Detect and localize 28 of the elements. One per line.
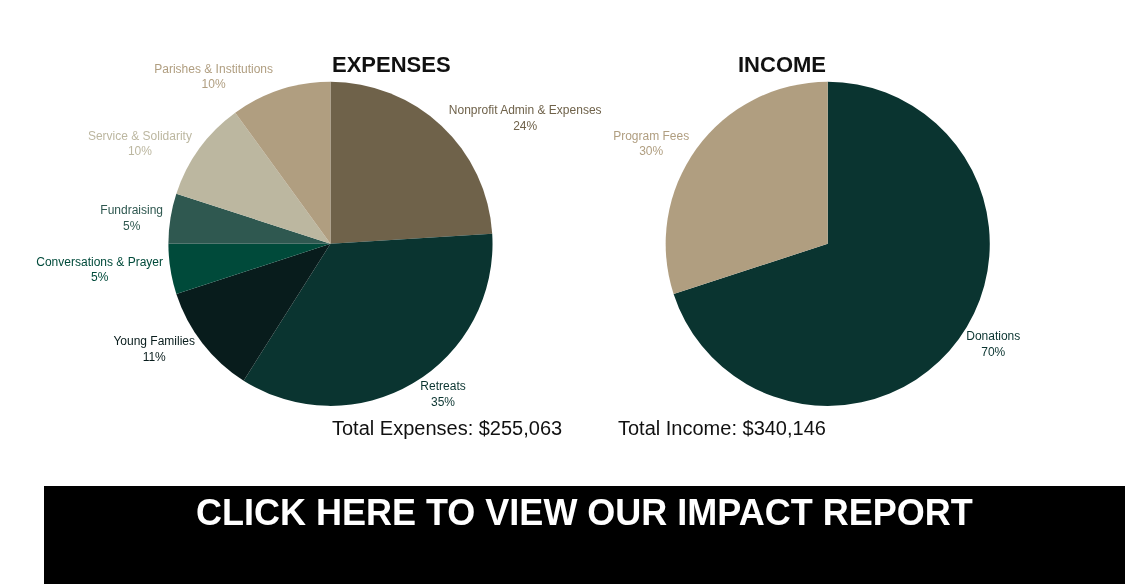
slice-label: Donations: [966, 329, 1021, 344]
pie-slice: [168, 243, 331, 294]
slice-label: Young Families: [113, 333, 196, 348]
chart-title: INCOME: [738, 52, 826, 77]
slice-label: Program Fees: [613, 128, 690, 143]
slice-label: Nonprofit Admin & Expenses: [448, 103, 602, 118]
pie-slice: [665, 81, 828, 294]
data-label: 10%: [201, 77, 226, 92]
data-label: 5%: [122, 218, 141, 233]
data-label: 24%: [513, 118, 538, 133]
pie-slice: [168, 193, 331, 244]
slice-label: Fundraising: [100, 203, 163, 218]
data-label: 70%: [981, 344, 1006, 359]
data-label: 11%: [142, 349, 167, 364]
data-label: 30%: [639, 144, 664, 159]
chart-title: EXPENSES: [332, 52, 451, 77]
pie-slice: [243, 233, 493, 406]
slice-label: Parishes & Institutions: [154, 61, 273, 76]
data-label: 35%: [431, 395, 456, 410]
slice-label: Service & Solidarity: [87, 128, 192, 143]
text: CLICK HERE TO VIEW OUR IMPACT REPORT: [196, 492, 973, 533]
text: Total Expenses: $255,063: [332, 417, 563, 439]
text: Total Income: $340,146: [618, 417, 826, 439]
slice-label: Conversations & Prayer: [36, 254, 163, 269]
data-label: 5%: [90, 270, 109, 285]
pie-slice: [235, 81, 331, 244]
slice-label: Retreats: [420, 379, 466, 394]
data-label: 10%: [127, 144, 153, 159]
